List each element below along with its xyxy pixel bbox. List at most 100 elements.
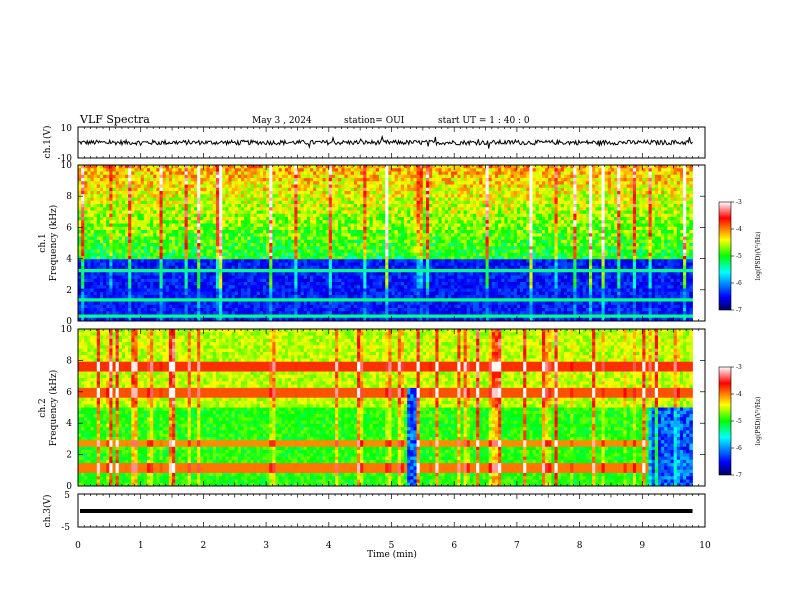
spectrogram-cell — [78, 191, 82, 195]
spectrogram-cell — [378, 259, 383, 263]
spectrogram-cell — [103, 265, 107, 270]
spectrogram-cell — [187, 165, 192, 169]
spectrogram-cell — [99, 301, 104, 306]
spectrogram-cell — [231, 181, 236, 185]
spectrogram-cell — [266, 233, 270, 237]
spectrogram-cell — [87, 204, 91, 208]
spectrogram-cell — [250, 197, 254, 202]
spectrogram-cell — [200, 298, 204, 302]
spectrogram-cell — [294, 200, 298, 205]
spectrogram-cell — [350, 304, 355, 309]
spectrogram-cell — [134, 181, 138, 185]
spectrogram-cell — [112, 187, 117, 192]
spectrogram-cell — [150, 259, 154, 263]
spectrogram-cell — [99, 317, 104, 322]
spectrogram-cell — [90, 187, 95, 192]
spectrogram-cell — [115, 168, 120, 172]
spectrogram-cell — [209, 204, 214, 208]
spectrogram-cell — [228, 220, 233, 224]
spectrogram-cell — [115, 246, 120, 250]
spectrogram-cell — [269, 233, 273, 237]
spectrogram-cell — [203, 304, 207, 309]
spectrogram-cell — [247, 184, 251, 189]
spectrogram-cell — [81, 301, 85, 306]
spectrogram-cell — [143, 243, 148, 247]
spectrogram-cell — [241, 259, 245, 263]
spectrogram-cell — [187, 207, 192, 211]
spectrogram-cell — [281, 308, 286, 312]
spectrogram-cell — [360, 243, 364, 247]
spectrogram-cell — [241, 269, 245, 273]
spectrogram-cell — [247, 223, 251, 228]
spectrogram-cell — [162, 256, 167, 260]
spectrogram-cell — [187, 275, 192, 280]
spectrogram-cell — [250, 213, 254, 218]
spectrogram-cell — [209, 178, 214, 182]
spectrogram-cell — [172, 252, 176, 257]
spectrogram-cell — [316, 197, 320, 202]
spectrogram-cell — [150, 243, 154, 247]
spectrogram-cell — [153, 233, 157, 237]
spectrogram-cell — [106, 226, 110, 231]
spectrogram-cell — [262, 282, 267, 286]
spectrogram-cell — [303, 282, 308, 286]
spectrogram-cell — [353, 174, 358, 179]
spectrogram-cell — [275, 311, 280, 315]
spectrogram-cell — [153, 187, 157, 192]
spectrogram-cell — [118, 184, 123, 189]
spectrogram-cell — [165, 252, 170, 257]
spectrogram-cell — [115, 298, 120, 302]
spectrogram-cell — [303, 265, 308, 270]
spectrogram-cell — [175, 272, 179, 276]
spectrogram-cell — [150, 230, 154, 234]
spectrogram-cell — [272, 197, 276, 202]
spectrogram-cell — [140, 285, 145, 289]
spectrogram-cell — [131, 168, 135, 172]
spectrogram-cell — [309, 181, 314, 185]
spectrogram-cell — [181, 194, 185, 198]
spectrogram-cell — [222, 168, 226, 172]
spectrogram-cell — [313, 210, 317, 215]
spectrogram-cell — [297, 249, 301, 254]
spectrogram-cell — [353, 291, 358, 296]
spectrogram-cell — [78, 220, 82, 224]
spectrogram-cell — [125, 191, 129, 195]
spectrogram-cell — [319, 311, 323, 315]
spectrogram-cell — [128, 301, 132, 306]
spectrogram-cell — [178, 174, 182, 179]
spectrogram-cell — [194, 301, 198, 306]
spectrogram-cell — [197, 171, 201, 176]
spectrogram-cell — [319, 194, 323, 198]
spectrogram-cell — [247, 311, 251, 315]
spectrogram-cell — [203, 217, 207, 221]
spectrogram-cell — [288, 291, 292, 296]
spectrogram-cell — [140, 174, 145, 179]
spectrogram-cell — [184, 288, 189, 293]
spectrogram-cell — [269, 181, 273, 185]
spectrogram-cell — [297, 226, 301, 231]
spectrogram-cell — [128, 191, 132, 195]
spectrogram-cell — [375, 243, 380, 247]
spectrogram-cell — [150, 272, 154, 276]
spectrogram-cell — [250, 278, 254, 283]
spectrogram-cell — [319, 256, 323, 260]
spectrogram-cell — [181, 174, 185, 179]
spectrogram-cell — [366, 210, 370, 215]
spectrogram-cell — [382, 265, 386, 270]
spectrogram-cell — [256, 282, 261, 286]
spectrogram-cell — [357, 174, 361, 179]
spectrogram-cell — [99, 236, 104, 241]
spectrogram-cell — [209, 262, 214, 267]
spectrogram-cell — [375, 291, 380, 296]
spectrogram-cell — [350, 249, 355, 254]
spectrogram-cell — [131, 213, 135, 218]
spectrogram-cell — [153, 272, 157, 276]
spectrogram-cell — [313, 197, 317, 202]
spectrogram-cell — [140, 191, 145, 195]
spectrogram-cell — [146, 197, 151, 202]
spectrogram-cell — [175, 200, 179, 205]
spectrogram-cell — [328, 265, 333, 270]
spectrogram-cell — [187, 308, 192, 312]
spectrogram-cell — [266, 278, 270, 283]
spectrogram-cell — [103, 207, 107, 211]
